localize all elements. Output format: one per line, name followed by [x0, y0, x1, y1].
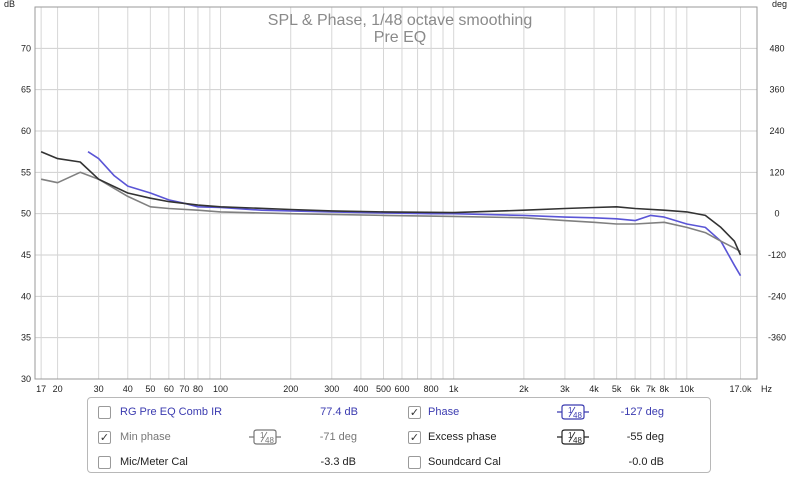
smoothing-denominator: 48 [573, 411, 582, 420]
legend-row-excess-phase: Excess phase 148 -55 deg [408, 427, 708, 447]
mic-cal-checkbox[interactable] [98, 456, 111, 469]
x-tick-label: 3k [560, 384, 570, 394]
x-tick-label: 100 [213, 384, 228, 394]
chart-title: SPL & Phase, 1/48 octave smoothing [268, 12, 532, 29]
excess-phase-checkbox[interactable] [408, 431, 421, 444]
left-tick-label: 40 [21, 291, 31, 301]
legend-row-min-phase: Min phase 148 -71 deg [98, 427, 398, 447]
legend-row-ir: RG Pre EQ Comb IR 77.4 dB [98, 402, 398, 422]
x-tick-label: 4k [589, 384, 599, 394]
soundcard-cal-value: -0.0 dB [628, 456, 664, 468]
x-tick-label: 800 [424, 384, 439, 394]
x-tick-label: 2k [519, 384, 529, 394]
left-axis-unit: dB [4, 0, 15, 9]
left-tick-label: 45 [21, 250, 31, 260]
smoothing-bracket [557, 404, 589, 420]
mic-cal-label: Mic/Meter Cal [120, 456, 188, 468]
phase-value: -127 deg [620, 406, 664, 418]
min-phase-value: -71 deg [319, 431, 357, 443]
smoothing-numerator: 1 [568, 406, 573, 415]
right-tick-label: 0 [774, 209, 779, 219]
excess-phase-label: Excess phase [428, 431, 497, 443]
legend-row-mic-cal: Mic/Meter Cal -3.3 dB [98, 452, 398, 472]
x-tick-label: 6k [630, 384, 640, 394]
legend-panel: RG Pre EQ Comb IR 77.4 dB Phase 148 -127… [87, 397, 711, 473]
right-tick-label: -360 [768, 333, 786, 343]
x-tick-label: 300 [324, 384, 339, 394]
legend-row-phase: Phase 148 -127 deg [408, 402, 708, 422]
phase-series-line [87, 151, 742, 277]
x-tick-label: 500 [376, 384, 391, 394]
x-tick-label: 200 [283, 384, 298, 394]
soundcard-cal-checkbox[interactable] [408, 456, 421, 469]
smoothing-bracket [249, 429, 281, 445]
left-tick-label: 65 [21, 85, 31, 95]
right-tick-label: -120 [768, 250, 786, 260]
x-tick-label: 400 [353, 384, 368, 394]
right-tick-label: 120 [769, 167, 784, 177]
smoothing-slash [568, 431, 576, 443]
legend-row-soundcard-cal: Soundcard Cal -0.0 dB [408, 452, 708, 472]
min-phase-checkbox[interactable] [98, 431, 111, 444]
excess-phase-smoothing-icon[interactable]: 1 48 [556, 429, 590, 445]
x-tick-label: 10k [680, 384, 695, 394]
phase-label: Phase [428, 406, 460, 418]
smoothing-numerator: 1 [260, 431, 265, 440]
right-tick-label: 240 [769, 126, 784, 136]
smoothing-denominator: 48 [573, 436, 582, 445]
x-tick-label: 20 [53, 384, 63, 394]
excess-phase-value: -55 deg [626, 431, 664, 443]
x-tick-label: 8k [659, 384, 669, 394]
x-axis-unit: Hz [761, 384, 772, 394]
plot-area [35, 7, 757, 379]
ir-value: 77.4 dB [320, 406, 358, 418]
spl-phase-chart: dB 30 35 40 45 50 55 60 65 70 deg -360 -240 -120 0 120 2… [4, 0, 787, 394]
x-tick-label: 17 [36, 384, 46, 394]
smoothing-denominator: 48 [265, 436, 274, 445]
right-tick-label: 480 [769, 43, 784, 53]
x-tick-label: 80 [193, 384, 203, 394]
left-tick-label: 50 [21, 209, 31, 219]
min-phase-label: Min phase [120, 431, 171, 443]
x-tick-label: 600 [394, 384, 409, 394]
right-tick-label: -240 [768, 291, 786, 301]
plot-frame [34, 6, 758, 380]
left-tick-label: 55 [21, 167, 31, 177]
left-tick-label: 70 [21, 43, 31, 53]
x-tick-label: 1k [449, 384, 459, 394]
x-tick-label: 50 [145, 384, 155, 394]
ir-label: RG Pre EQ Comb IR [120, 406, 223, 418]
left-tick-label: 60 [21, 126, 31, 136]
chart-subtitle: Pre EQ [374, 29, 426, 46]
x-tick-label: 17.0k [730, 384, 753, 394]
smoothing-slash [568, 406, 576, 418]
left-tick-label: 30 [21, 374, 31, 384]
min-phase-smoothing-icon[interactable]: 1 48 [248, 429, 282, 445]
phase-smoothing-icon[interactable]: 1 48 [556, 404, 590, 420]
smoothing-slash [260, 431, 268, 443]
x-tick-label: 5k [612, 384, 622, 394]
x-tick-label: 70 [179, 384, 189, 394]
smoothing-bracket [557, 429, 589, 445]
x-tick-label: 30 [94, 384, 104, 394]
x-tick-label: 60 [164, 384, 174, 394]
smoothing-numerator: 1 [568, 431, 573, 440]
ir-checkbox[interactable] [98, 406, 111, 419]
excess-phase-series-line [40, 150, 742, 256]
x-tick-label: 40 [123, 384, 133, 394]
left-tick-label: 35 [21, 333, 31, 343]
x-tick-label: 7k [646, 384, 656, 394]
right-axis-unit: deg [772, 0, 787, 9]
phase-checkbox[interactable] [408, 406, 421, 419]
min-phase-series-line [40, 171, 741, 253]
right-tick-label: 360 [769, 85, 784, 95]
mic-cal-value: -3.3 dB [320, 456, 356, 468]
soundcard-cal-label: Soundcard Cal [428, 456, 501, 468]
